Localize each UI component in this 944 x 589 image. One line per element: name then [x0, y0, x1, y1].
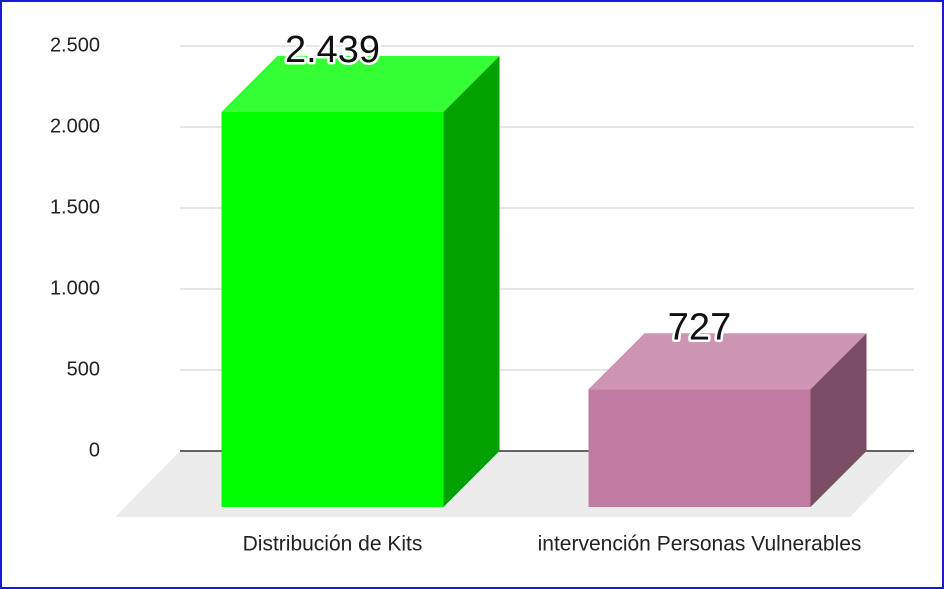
- y-tick-label: 2.500: [50, 34, 100, 56]
- bar-side: [810, 333, 867, 507]
- x-tick-label: intervención Personas Vulnerables: [538, 533, 862, 556]
- value-label: 2.439: [285, 29, 380, 71]
- y-tick-label: 2.000: [50, 115, 100, 137]
- bar-side: [443, 55, 500, 508]
- value-label: 727: [668, 306, 731, 348]
- bar-top: [221, 55, 500, 112]
- y-tick-label: 1.500: [50, 196, 100, 218]
- y-tick-label: 0: [89, 439, 100, 461]
- x-tick-label: Distribución de Kits: [243, 533, 423, 556]
- y-tick-label: 500: [67, 358, 100, 380]
- bar: [588, 389, 811, 507]
- bar: [221, 111, 444, 507]
- y-tick-label: 1.000: [50, 277, 100, 299]
- bar-top: [588, 333, 867, 390]
